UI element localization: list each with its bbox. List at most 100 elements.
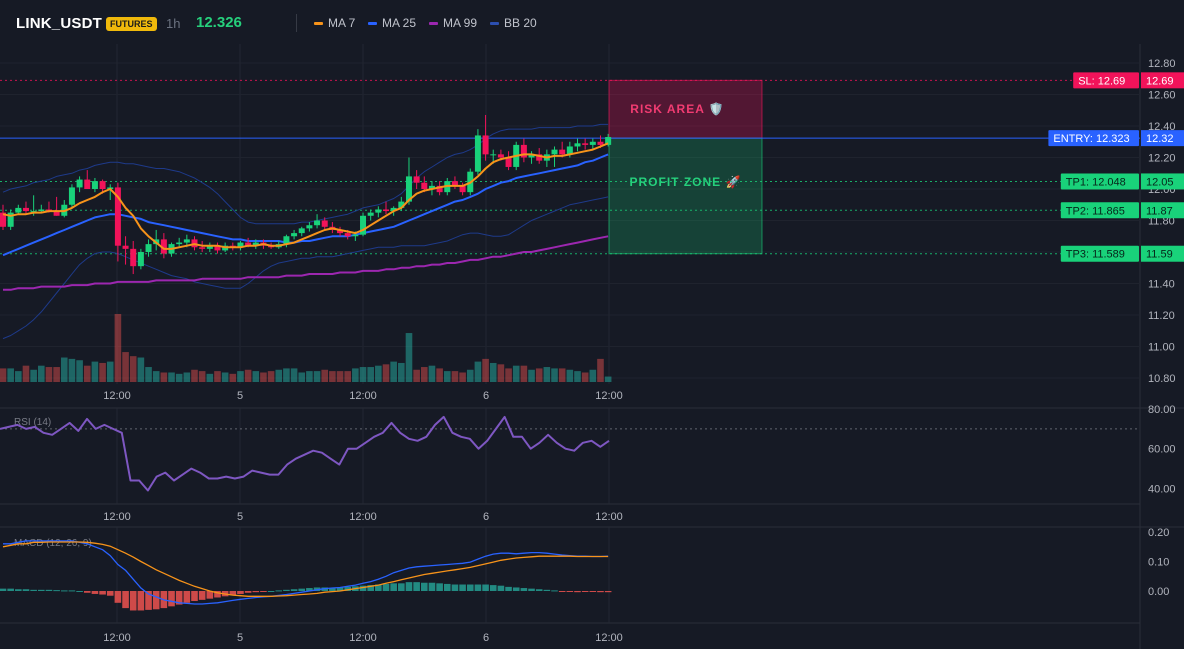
price-tick-label: 11.80 (1148, 216, 1175, 228)
risk-area-zone (608, 79, 763, 139)
volume-bar (482, 358, 489, 382)
macd-hist-bar (551, 590, 558, 592)
candle-body (582, 143, 589, 145)
time-axis-label: 5 (237, 632, 243, 644)
macd-hist-bar (451, 584, 459, 591)
candle-body (375, 209, 382, 213)
volume-bar (551, 368, 558, 382)
ma99-line (3, 235, 609, 291)
macd-hist-bar (443, 583, 451, 591)
symbol-name[interactable]: LINK_USDT (16, 15, 102, 32)
candle-body (314, 220, 321, 226)
entry-axis-tag-label: 12.32 (1146, 133, 1174, 145)
candle-body (245, 242, 252, 246)
tp3-tag-label: TP3: 11.589 (1066, 249, 1125, 261)
macd-hist-bar (497, 585, 505, 591)
macd-hist-bar (252, 591, 260, 593)
volume-bar (76, 360, 83, 382)
rsi-title: RSI (14) (14, 417, 51, 428)
macd-hist-bar (329, 588, 336, 591)
macd-hist-bar (68, 590, 76, 592)
volume-bar (413, 369, 420, 382)
volume-bar (451, 371, 459, 382)
volume-bar (252, 371, 260, 382)
candle-body (428, 185, 435, 189)
macd-hist-bar (129, 591, 137, 611)
volume-bar (597, 358, 604, 382)
tp1-tag-label: TP1: 12.048 (1066, 176, 1126, 188)
time-axis-label: 12:00 (595, 390, 623, 402)
volume-bar (83, 365, 91, 382)
bb-lower-line (2, 196, 609, 340)
legend-ma25[interactable]: MA 25 (368, 16, 416, 30)
macd-hist-bar (466, 584, 474, 591)
time-axis-label: 6 (483, 390, 489, 402)
macd-hist-bar (405, 582, 413, 591)
price-tick-label: 12.60 (1148, 90, 1176, 102)
candle-body (306, 225, 313, 229)
macd-hist-bar (267, 591, 275, 592)
candle-body (22, 207, 29, 212)
macd-hist-bar (260, 591, 267, 592)
volume-bar (329, 371, 336, 382)
candle-body (383, 209, 389, 212)
macd-hist-bar (183, 591, 191, 603)
candle-body (214, 245, 221, 251)
candle-body (421, 182, 428, 189)
volume-bar (30, 369, 37, 382)
candle-body (574, 143, 581, 147)
volume-bar (275, 369, 283, 382)
macd-hist-bar (505, 586, 512, 591)
macd-hist-bar (122, 591, 129, 609)
price-tick-label: 12.40 (1148, 121, 1176, 133)
time-axis-label: 5 (237, 511, 243, 523)
volume-bar (267, 371, 275, 382)
macd-hist-bar (528, 588, 535, 591)
macd-hist-bar (168, 591, 175, 607)
candle-body (38, 209, 45, 212)
legend-ma7[interactable]: MA 7 (314, 16, 355, 30)
macd-hist-bar (367, 585, 374, 591)
volume-bar (313, 371, 321, 382)
candle-body (337, 229, 344, 234)
legend-ma99[interactable]: MA 99 (429, 16, 477, 30)
tp1-tag (1060, 173, 1139, 190)
header-divider (296, 14, 297, 32)
candle-body (436, 185, 443, 193)
last-price: 12.326 (196, 14, 242, 31)
macd-hist-bar (566, 591, 574, 592)
macd-hist-bar (520, 588, 528, 591)
tp3-axis-tag-label: 11.59 (1146, 249, 1173, 261)
candle-body (344, 233, 351, 237)
macd-hist-bar (191, 591, 198, 602)
candle-body (298, 228, 305, 234)
volume-bar (497, 364, 505, 382)
volume-bar (229, 373, 237, 382)
timeframe-label[interactable]: 1h (166, 16, 181, 31)
macd-hist-bar (214, 591, 221, 598)
time-axis-label: 12:00 (349, 632, 377, 644)
volume-bar (359, 367, 367, 382)
candle-body (559, 149, 566, 155)
candle-body (474, 135, 481, 172)
rsi-tick-label: 60.00 (1148, 444, 1176, 456)
candle-body (99, 181, 106, 189)
candle-body (137, 252, 144, 267)
candle-body (30, 211, 37, 213)
macd-hist-bar (298, 588, 306, 591)
price-tick-label: 12.80 (1148, 58, 1176, 70)
profit-zone (608, 137, 763, 255)
chart-header: LINK_USDT FUTURES 1h 12.326 MA 7 MA 25 M… (0, 0, 1184, 44)
candle-body (176, 242, 183, 245)
macd-hist-bar (306, 588, 313, 591)
macd-hist-bar (574, 591, 581, 593)
volume-bar (581, 372, 589, 382)
volume-bar (160, 372, 168, 382)
volume-bar (91, 361, 99, 382)
volume-bar (528, 369, 535, 382)
volume-bar (336, 371, 344, 382)
legend-bb20[interactable]: BB 20 (490, 16, 537, 30)
macd-hist-bar (543, 589, 551, 591)
volume-bar (99, 362, 106, 382)
